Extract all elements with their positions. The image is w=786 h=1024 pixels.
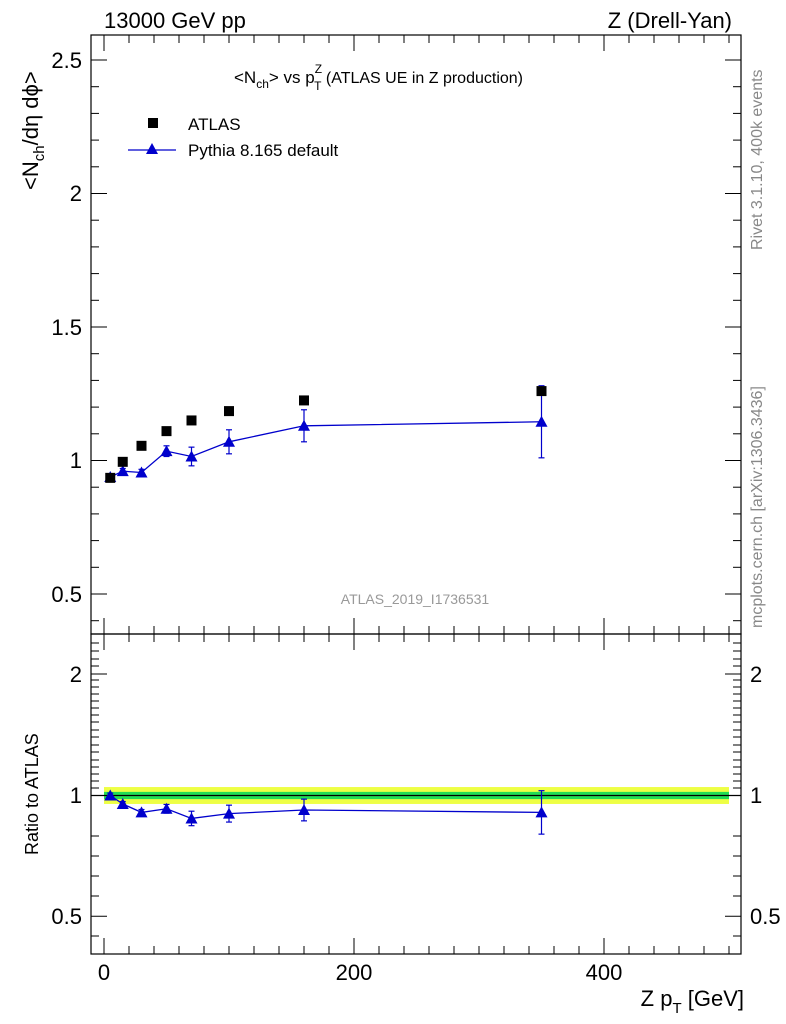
mc-point — [160, 445, 173, 457]
data-point — [224, 406, 234, 417]
ratio-mc-point — [185, 812, 198, 824]
ratio-mc-point — [160, 802, 173, 814]
mc-point — [223, 435, 235, 447]
legend-pythia-label: Pythia 8.165 default — [188, 141, 339, 160]
ratio-mc-point — [135, 806, 148, 818]
data-point — [117, 456, 128, 467]
ytick-label-2.5: 2.5 — [51, 48, 82, 73]
legend-atlas-label: ATLAS — [188, 115, 241, 134]
top-ylabel: <Nch/dη dϕ> — [18, 71, 48, 190]
ratio-ytick-label-2-right: 2 — [750, 662, 762, 687]
bottom-axis-ticks — [91, 634, 741, 954]
ratio-ytick-label-1-left: 1 — [70, 783, 82, 808]
ratio-ytick-label-1-right: 1 — [750, 783, 762, 808]
legend-pythia-marker — [146, 143, 158, 154]
xtick-label-400: 400 — [586, 960, 623, 985]
xtick-label-200: 200 — [336, 960, 373, 985]
ratio-mc-point — [104, 789, 117, 801]
bottom-ylabel: Ratio to ATLAS — [22, 733, 42, 855]
ratio-mc-point — [298, 803, 310, 815]
xlabel: Z pT [GeV] — [641, 986, 744, 1017]
ratio-mc-point — [116, 797, 129, 809]
header-left: 13000 GeV pp — [104, 8, 246, 33]
ratio-ytick-label-2-left: 2 — [70, 662, 82, 687]
ytick-label-1: 1 — [70, 448, 82, 473]
top-data-series — [105, 386, 547, 483]
mc-point — [298, 419, 310, 431]
data-point — [299, 395, 309, 406]
ratio-mc-point — [535, 806, 548, 818]
ratio-ytick-label-0.5-left: 0.5 — [51, 904, 82, 929]
ratio-mc-point — [223, 807, 235, 819]
ratio-mc-series — [104, 789, 548, 835]
bottom-plot-frame — [90, 633, 742, 955]
rivet-label: Rivet 3.1.10, 400k events — [749, 69, 766, 250]
data-point — [105, 472, 116, 483]
mc-point — [535, 415, 548, 427]
analysis-label: ATLAS_2019_I1736531 — [341, 591, 490, 607]
ratio-ytick-label-0.5-right: 0.5 — [750, 904, 781, 929]
data-point — [536, 386, 547, 397]
mc-line — [109, 421, 542, 478]
legend-atlas-marker — [148, 118, 158, 128]
ratio-uncertainty-band — [91, 787, 741, 804]
xtick-label-0: 0 — [98, 960, 110, 985]
data-point — [161, 426, 172, 437]
mc-point — [116, 465, 129, 477]
header-right: Z (Drell-Yan) — [608, 8, 732, 33]
mc-point — [185, 450, 198, 462]
data-point — [186, 415, 197, 426]
ytick-label-2: 2 — [70, 181, 82, 206]
ytick-label-1.5: 1.5 — [51, 315, 82, 340]
top-axis-ticks — [91, 35, 741, 634]
plot-title: <Nch> vs pZ T (ATLAS UE in Z production) — [234, 62, 523, 93]
data-point — [136, 440, 147, 451]
mcplots-label: mcplots.cern.ch [arXiv:1306.3436] — [749, 386, 766, 628]
mc-point — [135, 466, 148, 478]
ytick-label-0.5: 0.5 — [51, 582, 82, 607]
